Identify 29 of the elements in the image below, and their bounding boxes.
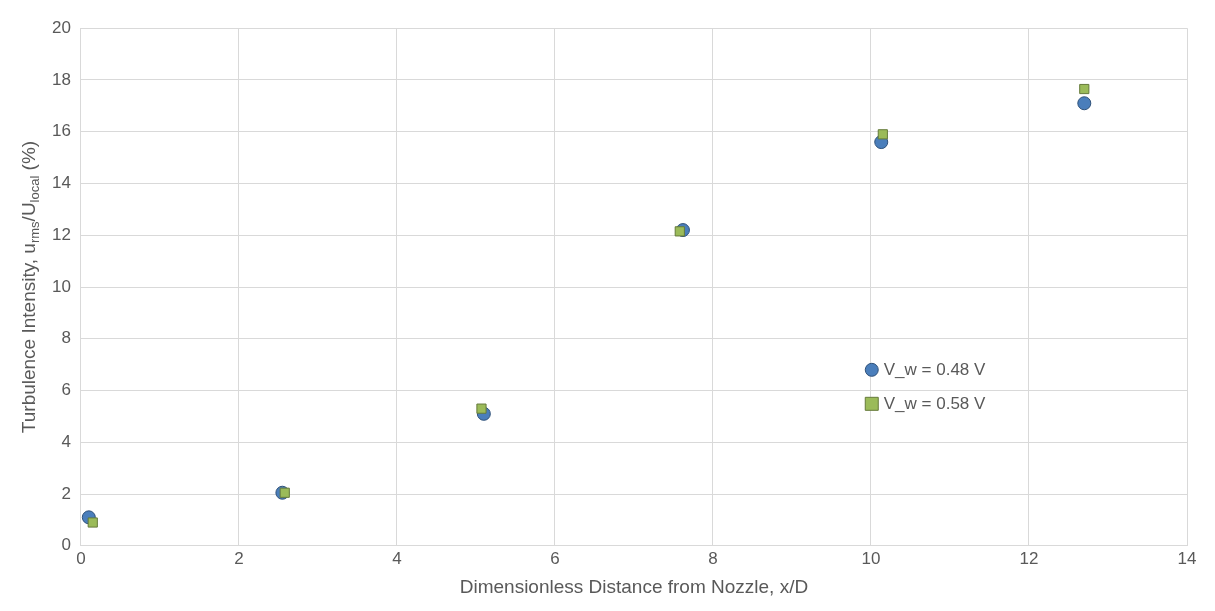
- y-tick-label: 2: [61, 483, 71, 503]
- x-tick-label: 10: [861, 548, 881, 568]
- point: [674, 226, 685, 237]
- point: [87, 517, 98, 528]
- legend-label: V_w = 0.58 V: [883, 393, 987, 413]
- x-tick-label: 4: [392, 548, 402, 568]
- x-tick-label: 0: [76, 548, 86, 568]
- y-tick-label: 4: [61, 431, 71, 451]
- point: [279, 487, 290, 498]
- y-tick-label: 6: [61, 380, 71, 400]
- x-tick-label: 12: [1019, 548, 1039, 568]
- point: [1077, 96, 1092, 111]
- x-tick-label: 6: [550, 548, 560, 568]
- y-tick-label: 8: [61, 328, 71, 348]
- x-tick-label: 14: [1177, 548, 1197, 568]
- y-tick-label: 16: [51, 121, 71, 141]
- point: [476, 403, 487, 414]
- y-tick-label: 0: [61, 535, 71, 555]
- y-tick-label: 20: [51, 17, 71, 37]
- y-tick-label: 10: [51, 276, 71, 296]
- x-tick-label: 8: [708, 548, 718, 568]
- y-tick-label: 12: [51, 224, 71, 244]
- point: [1079, 83, 1090, 95]
- y-tick-label: 18: [51, 69, 71, 89]
- x-axis-title: Dimensionless Distance from Nozzle, x/D: [459, 575, 809, 597]
- point: [877, 129, 888, 140]
- legend-label: V_w = 0.48 V: [883, 359, 987, 379]
- x-tick-label: 2: [234, 548, 244, 568]
- y-tick-label: 14: [51, 173, 71, 193]
